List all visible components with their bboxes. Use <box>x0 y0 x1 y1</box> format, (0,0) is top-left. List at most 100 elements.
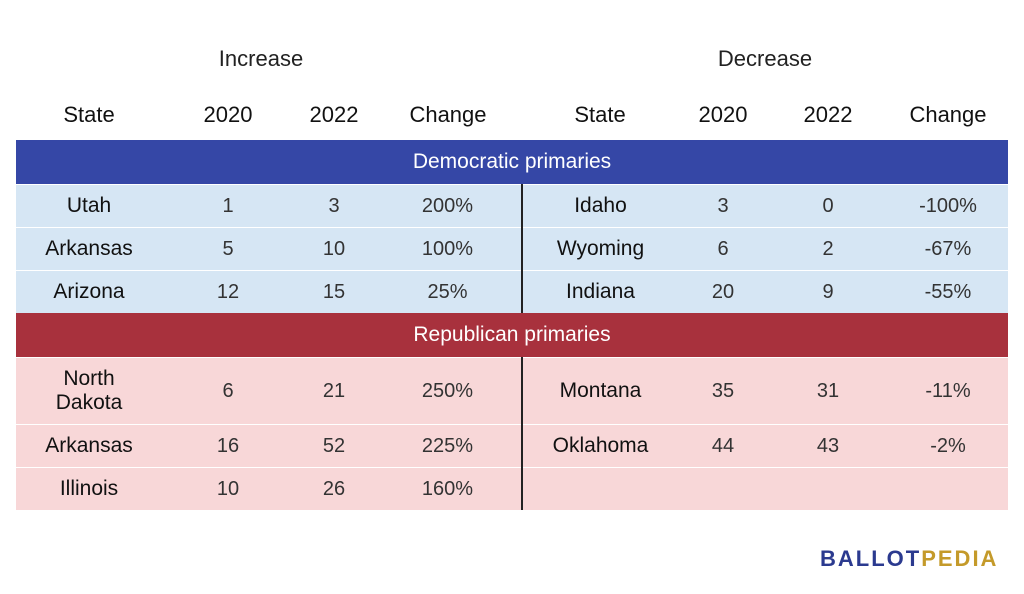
column-header: Change <box>409 102 487 127</box>
cell-text: -67% <box>924 238 972 260</box>
state-cell <box>521 467 678 510</box>
cell-text: 31 <box>816 380 840 402</box>
value-cell: -55% <box>888 270 1008 313</box>
cell-text: 3 <box>328 195 340 217</box>
decrease-heading: Decrease <box>717 46 813 71</box>
value-cell: 31 <box>768 357 888 425</box>
table-row: Utah 1 3 200% Idaho 3 0 -100% <box>16 184 1008 228</box>
cell-text: 10 <box>322 238 346 260</box>
value-cell: 15 <box>294 270 374 313</box>
cell-text: 3 <box>717 195 729 217</box>
value-cell: 43 <box>768 424 888 468</box>
state-cell: North Dakota <box>16 357 162 425</box>
column-header: State <box>63 102 115 127</box>
state-cell: Arkansas <box>16 424 162 468</box>
value-cell: 100% <box>374 227 522 271</box>
value-cell: 0 <box>768 184 888 228</box>
cell-text: 5 <box>222 238 234 260</box>
cell-text: Wyoming <box>556 237 645 260</box>
value-cell: -2% <box>888 424 1008 468</box>
cell-text: 44 <box>711 435 735 457</box>
value-cell: -11% <box>888 357 1008 425</box>
cell-text: 0 <box>822 195 834 217</box>
cell-text: 12 <box>216 281 240 303</box>
cell-text: 225% <box>421 435 474 457</box>
value-cell: 35 <box>678 357 768 425</box>
state-cell: Indiana <box>521 270 678 313</box>
cell-text: Indiana <box>566 280 635 303</box>
cell-text: 9 <box>822 281 834 303</box>
value-cell: 10 <box>162 467 294 510</box>
value-cell: -67% <box>888 227 1008 271</box>
cell-text: 2 <box>822 238 834 260</box>
republican-section-header: Republican primaries <box>16 313 1008 358</box>
cell-text: 26 <box>322 478 346 500</box>
cell-text: 25% <box>427 281 468 303</box>
cell-text: 16 <box>216 435 240 457</box>
state-cell: Idaho <box>521 184 678 228</box>
cell-text: Montana <box>559 379 642 402</box>
value-cell <box>768 467 888 510</box>
cell-text: 250% <box>421 380 474 402</box>
cell-text: Arkansas <box>45 237 133 260</box>
value-cell: 9 <box>768 270 888 313</box>
primaries-table: State 2020 2022 Change State 2020 2022 C… <box>16 90 1008 510</box>
section-label: Republican primaries <box>16 313 1008 358</box>
value-cell: -100% <box>888 184 1008 228</box>
value-cell: 16 <box>162 424 294 468</box>
value-cell: 160% <box>374 467 522 510</box>
value-cell: 26 <box>294 467 374 510</box>
table-row: Illinois 10 26 160% <box>16 467 1008 510</box>
democratic-rows: Utah 1 3 200% Idaho 3 0 -100% Arkansas 5 10 100% Wyo… <box>16 184 1008 313</box>
cell-text: -55% <box>924 281 972 303</box>
value-cell: 250% <box>374 357 522 425</box>
value-cell <box>888 467 1008 510</box>
column-header: 2020 <box>203 102 253 127</box>
cell-text: Arizona <box>53 280 125 303</box>
cell-text: 52 <box>322 435 346 457</box>
table-row: Arizona 12 15 25% Indiana 20 9 -55% <box>16 270 1008 313</box>
democratic-section-header: Democratic primaries <box>16 140 1008 185</box>
value-cell: 5 <box>162 227 294 271</box>
value-cell: 6 <box>678 227 768 271</box>
cell-text: North Dakota <box>55 367 123 414</box>
cell-text: Oklahoma <box>552 434 649 457</box>
increase-heading: Increase <box>218 46 304 71</box>
cell-text: 20 <box>711 281 735 303</box>
column-header: State <box>574 102 626 127</box>
value-cell: 3 <box>678 184 768 228</box>
cell-text: 21 <box>322 380 346 402</box>
cell-text: 160% <box>421 478 474 500</box>
state-cell: Arkansas <box>16 227 162 271</box>
table-row: Arkansas 5 10 100% Wyoming 6 2 -67% <box>16 227 1008 271</box>
cell-text: 10 <box>216 478 240 500</box>
value-cell <box>678 467 768 510</box>
value-cell: 200% <box>374 184 522 228</box>
column-header: Change <box>909 102 987 127</box>
cell-text: 6 <box>222 380 234 402</box>
state-cell: Wyoming <box>521 227 678 271</box>
value-cell: 20 <box>678 270 768 313</box>
state-cell: Oklahoma <box>521 424 678 468</box>
value-cell: 21 <box>294 357 374 425</box>
cell-text: 1 <box>222 195 234 217</box>
value-cell: 52 <box>294 424 374 468</box>
section-label: Democratic primaries <box>16 140 1008 185</box>
logo-part-ballot: BALLOT <box>820 546 922 571</box>
cell-text: 35 <box>711 380 735 402</box>
value-cell: 12 <box>162 270 294 313</box>
republican-rows: North Dakota 6 21 250% Montana 35 31 -11% Arkans… <box>16 357 1008 510</box>
value-cell: 6 <box>162 357 294 425</box>
logo-part-pedia: PEDIA <box>921 546 999 571</box>
cell-text: 15 <box>322 281 346 303</box>
state-cell: Montana <box>521 357 678 425</box>
cell-text: -100% <box>919 195 977 217</box>
cell-text: Arkansas <box>45 434 133 457</box>
cell-text: 200% <box>421 195 474 217</box>
value-cell: 25% <box>374 270 522 313</box>
column-header-row: State 2020 2022 Change State 2020 2022 C… <box>16 90 1008 140</box>
value-cell: 3 <box>294 184 374 228</box>
value-cell: 1 <box>162 184 294 228</box>
cell-text: Utah <box>66 194 112 217</box>
column-header: 2022 <box>803 102 853 127</box>
